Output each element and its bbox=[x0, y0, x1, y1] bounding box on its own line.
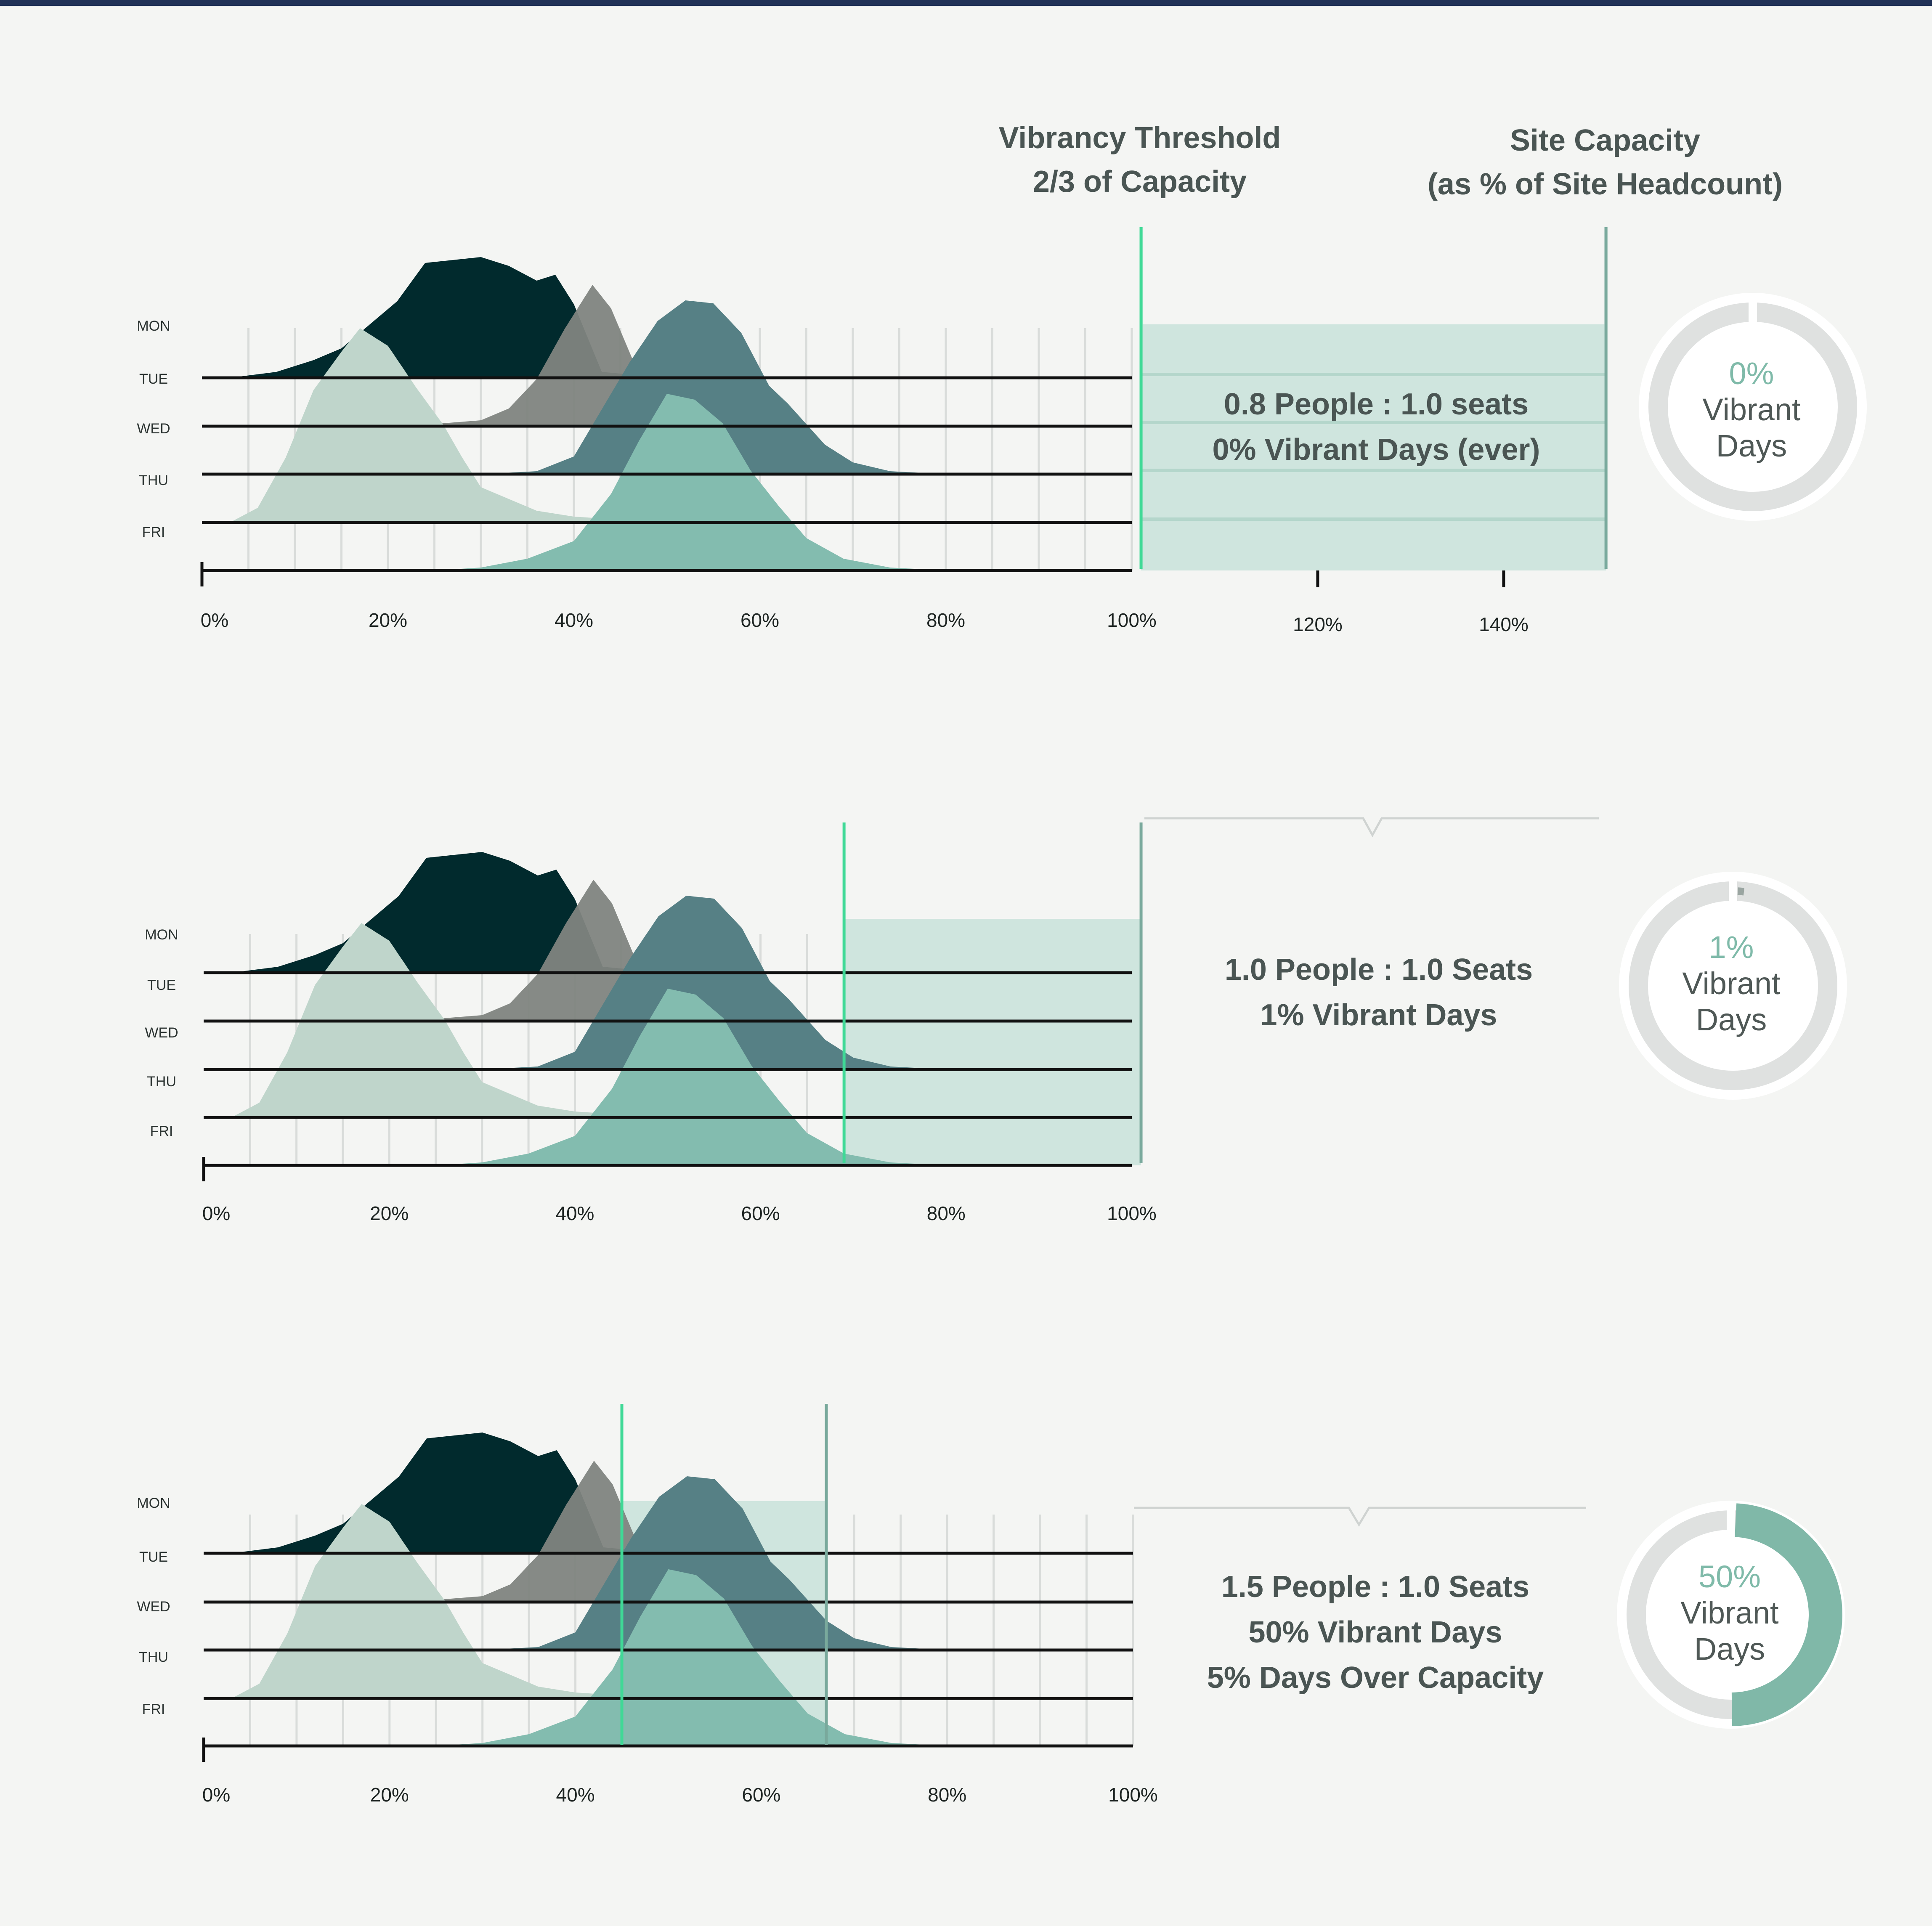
day-label-thu: THU bbox=[147, 1074, 176, 1090]
donut-fill-3 bbox=[1731, 1503, 1842, 1726]
ridge-tue bbox=[408, 1461, 1133, 1602]
x-tick-label: 20% bbox=[370, 1784, 409, 1806]
vibrancy-threshold-title: Vibrancy Threshold bbox=[998, 121, 1281, 155]
donut-2-label: 1% Vibrant Days bbox=[1647, 929, 1815, 1038]
scenario-3-ratio: 1.5 People : 1.0 Seats bbox=[1221, 1570, 1530, 1604]
x-tick-label: 80% bbox=[926, 609, 965, 631]
callout-connector-3 bbox=[1134, 1507, 1586, 1527]
donut-2-line1: Vibrant bbox=[1682, 966, 1781, 1001]
donut-gap-1 bbox=[1749, 300, 1757, 325]
day-label-tue: TUE bbox=[139, 1549, 168, 1565]
scenario-3-annotation: 1.5 People : 1.0 Seats 50% Vibrant Days … bbox=[1165, 1564, 1586, 1701]
x-tick-label: 60% bbox=[741, 1202, 780, 1224]
x-tick-label: 120% bbox=[1293, 613, 1343, 635]
day-label-wed: WED bbox=[137, 1599, 170, 1615]
ridge-fri bbox=[434, 394, 1132, 570]
day-label-fri: FRI bbox=[150, 1123, 173, 1139]
scenario-2-annotation: 1.0 People : 1.0 Seats 1% Vibrant Days bbox=[1168, 947, 1589, 1038]
top-accent-bar bbox=[0, 0, 1932, 6]
donut-1-label: 0% Vibrant Days bbox=[1667, 355, 1836, 464]
panel-1: 0% 20% 40% 60% 80% 100% 120% 140% MON TUE WED THU FR… bbox=[137, 227, 1608, 635]
donut-2-percent: 1% bbox=[1709, 930, 1754, 965]
x-tick-label: 20% bbox=[370, 1202, 409, 1224]
site-capacity-title: Site Capacity bbox=[1510, 124, 1701, 157]
x-tick-label: 60% bbox=[742, 1784, 780, 1806]
ridge-wed bbox=[482, 1476, 1133, 1650]
donut-3-line1: Vibrant bbox=[1680, 1595, 1779, 1630]
ridge-tue bbox=[406, 285, 1132, 426]
day-label-fri: FRI bbox=[142, 1701, 165, 1717]
ridge-fri bbox=[435, 989, 1132, 1165]
scenario-1-vibrant-days: 0% Vibrant Days (ever) bbox=[1212, 433, 1540, 467]
scenario-3-over-capacity: 5% Days Over Capacity bbox=[1207, 1661, 1544, 1695]
site-capacity-header: Site Capacity (as % of Site Headcount) bbox=[1353, 119, 1858, 206]
day-label-mon: MON bbox=[137, 1495, 170, 1511]
donut-1-percent: 0% bbox=[1729, 356, 1774, 391]
x-tick-label: 80% bbox=[928, 1784, 966, 1806]
donut-1-line2: Days bbox=[1716, 428, 1787, 463]
donut-outer-1 bbox=[1639, 293, 1867, 521]
donut-3-percent: 50% bbox=[1698, 1559, 1761, 1594]
x-tick-label: 100% bbox=[1107, 1202, 1157, 1224]
vibrancy-threshold-subtitle: 2/3 of Capacity bbox=[1032, 165, 1247, 199]
ridge-mon bbox=[231, 1433, 1133, 1553]
x-tick-label: 60% bbox=[740, 609, 779, 631]
donut-3-label: 50% Vibrant Days bbox=[1645, 1559, 1814, 1667]
scenario-2-vibrant-days: 1% Vibrant Days bbox=[1260, 998, 1497, 1032]
vibrancy-band bbox=[844, 919, 1141, 1165]
scenario-1-annotation: 0.8 People : 1.0 seats 0% Vibrant Days (… bbox=[1166, 382, 1587, 472]
day-label-wed: WED bbox=[137, 421, 170, 437]
scenario-1-ratio: 0.8 People : 1.0 seats bbox=[1223, 387, 1529, 421]
ridge-tue bbox=[408, 880, 1132, 1021]
donut-gap-2 bbox=[1729, 878, 1737, 904]
day-label-wed: WED bbox=[145, 1025, 178, 1041]
x-tick-label: 40% bbox=[555, 1202, 594, 1224]
ridge-mon bbox=[230, 257, 1132, 378]
vibrancy-band-extended bbox=[1141, 324, 1606, 570]
x-tick-label: 0% bbox=[201, 609, 228, 631]
x-tick-label: 80% bbox=[927, 1202, 966, 1224]
x-tick-label: 20% bbox=[369, 609, 407, 631]
panel-2: 0% 20% 40% 60% 80% 100% MON TUE WED THU FRI bbox=[145, 822, 1157, 1224]
donut-1-line1: Vibrant bbox=[1702, 392, 1801, 427]
site-capacity-subtitle: (as % of Site Headcount) bbox=[1427, 167, 1783, 201]
day-label-tue: TUE bbox=[147, 977, 176, 993]
x-tick-label: 0% bbox=[202, 1784, 230, 1806]
ridge-wed bbox=[481, 300, 1132, 474]
donut-outer-2 bbox=[1619, 872, 1847, 1100]
x-tick-label: 40% bbox=[555, 609, 593, 631]
scenario-2-ratio: 1.0 People : 1.0 Seats bbox=[1224, 953, 1533, 987]
x-tick-label: 100% bbox=[1108, 1784, 1158, 1806]
day-label-mon: MON bbox=[145, 927, 178, 943]
donut-gap-3 bbox=[1727, 1507, 1735, 1533]
x-tick-label: 0% bbox=[202, 1202, 230, 1224]
ridge-mon bbox=[231, 852, 1132, 973]
ridge-wed bbox=[482, 896, 1132, 1069]
day-label-thu: THU bbox=[139, 472, 168, 488]
day-label-thu: THU bbox=[139, 1649, 168, 1665]
day-label-fri: FRI bbox=[142, 524, 165, 540]
callout-connector-2 bbox=[1144, 817, 1599, 838]
day-label-mon: MON bbox=[137, 318, 170, 334]
scenario-3-vibrant-days: 50% Vibrant Days bbox=[1248, 1616, 1502, 1649]
donut-2-line2: Days bbox=[1696, 1002, 1767, 1037]
x-tick-label: 40% bbox=[556, 1784, 595, 1806]
x-tick-label: 100% bbox=[1107, 609, 1157, 631]
day-label-tue: TUE bbox=[139, 371, 168, 387]
x-tick-label: 140% bbox=[1479, 613, 1529, 635]
panel-3: 0% 20% 40% 60% 80% 100% MON TUE WED THU FRI bbox=[137, 1404, 1158, 1806]
vibrancy-threshold-header: Vibrancy Threshold 2/3 of Capacity bbox=[929, 116, 1350, 204]
donut-3-line2: Days bbox=[1694, 1632, 1765, 1666]
ridge-fri bbox=[436, 1569, 1133, 1746]
